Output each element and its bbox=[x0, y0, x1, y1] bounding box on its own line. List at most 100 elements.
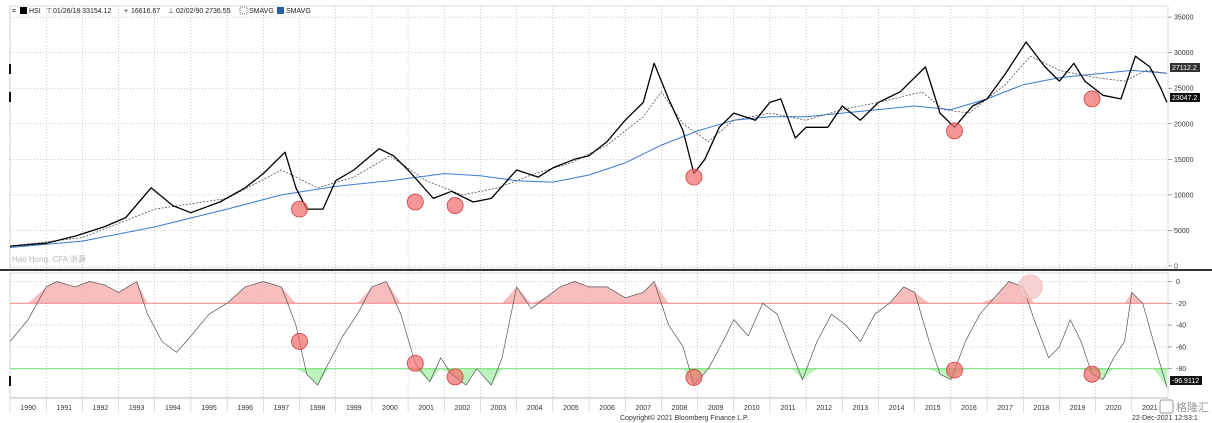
series-ma-short-line bbox=[10, 55, 1167, 247]
series-price-line bbox=[10, 41, 1168, 247]
x-tick-label: 2005 bbox=[563, 405, 579, 412]
x-tick-label: 1992 bbox=[93, 405, 109, 412]
price-panel bbox=[9, 5, 1169, 269]
last-value-box-oscillator: -96.9112 bbox=[1170, 376, 1202, 385]
x-tick-label: 2018 bbox=[1034, 405, 1050, 412]
oscillator-lines bbox=[10, 281, 1168, 388]
highlight-circle bbox=[685, 168, 703, 186]
low-icon: ⊥ bbox=[168, 8, 174, 15]
y-tick-label: 25000 bbox=[1174, 86, 1194, 93]
x-axis: 1990 1991 1992 1993 1994 1995 1996 1997 1998 1999… bbox=[9, 398, 1158, 412]
legend-symbol: HSI bbox=[29, 8, 41, 15]
left-marker-1 bbox=[9, 64, 11, 74]
x-tick-label: 1995 bbox=[201, 405, 217, 412]
y-tick-label: 20000 bbox=[1174, 121, 1194, 128]
copyright: Copyright© 2021 Bloomberg Finance L.P. bbox=[620, 414, 749, 422]
legend-icon-1: ⌗ bbox=[12, 8, 16, 15]
y-tick-label: -40 bbox=[1176, 323, 1186, 330]
last-value-ma: 27112.2 bbox=[1172, 65, 1197, 72]
x-tick-label: 2014 bbox=[889, 405, 905, 412]
y-tick-label: -20 bbox=[1176, 301, 1186, 308]
x-tick-label: 2009 bbox=[708, 405, 724, 412]
last-value-price: 23047.2 bbox=[1172, 95, 1197, 102]
y-tick-label: 30000 bbox=[1174, 50, 1194, 57]
legend-ma1: SMAVG bbox=[249, 8, 274, 15]
oscillator-highlight-circle bbox=[946, 361, 963, 379]
x-tick-label: 2021 bbox=[1142, 405, 1158, 412]
x-tick-label: 2017 bbox=[997, 405, 1013, 412]
high-icon: ⊤ bbox=[46, 8, 52, 15]
legend-ma2: SMAVG bbox=[286, 8, 311, 15]
legend-avg: 16616.67 bbox=[131, 8, 160, 15]
last-value-box-ma: 27112.2 bbox=[1170, 63, 1200, 72]
y-tick-label: 15000 bbox=[1174, 157, 1194, 164]
left-marker-3 bbox=[9, 376, 11, 386]
oscillator-highlight-circle bbox=[685, 369, 703, 386]
highlight-circle bbox=[1083, 90, 1101, 108]
x-tick-label: 1996 bbox=[237, 405, 253, 412]
date-stamp: 22-Dec-2021 12:53:1 bbox=[1132, 415, 1198, 422]
legend-high: 01/26/18 33154.12 bbox=[53, 8, 111, 15]
y-tick-label: 35000 bbox=[1174, 15, 1194, 22]
last-value-box-price: 23047.2 bbox=[1170, 93, 1200, 102]
price-lines bbox=[10, 41, 1168, 248]
x-tick-label: 2002 bbox=[455, 405, 471, 412]
x-tick-label: 2015 bbox=[925, 405, 941, 412]
x-tick-label: 2019 bbox=[1070, 405, 1086, 412]
x-tick-label: 1994 bbox=[165, 405, 181, 412]
x-tick-label: 1991 bbox=[56, 405, 72, 412]
price-y-axis: 35000 30000 25000 20000 15000 10000 5000 0 bbox=[1168, 15, 1194, 271]
x-tick-label: 2010 bbox=[744, 405, 760, 412]
x-tick-label: 2020 bbox=[1106, 405, 1122, 412]
x-tick-label: 2003 bbox=[491, 405, 507, 412]
x-tick-label: 2004 bbox=[527, 405, 543, 412]
avg-icon: + bbox=[124, 8, 128, 15]
legend: ⌗ HSI ⊤ 01/26/18 33154.12 + 16616.67 ⊥ 0… bbox=[12, 6, 311, 15]
y-tick-label: 5000 bbox=[1174, 228, 1190, 235]
series-oscillator-line bbox=[10, 281, 1168, 388]
brand-logo-text: 格隆汇 bbox=[1176, 400, 1209, 414]
x-tick-label: 1993 bbox=[129, 405, 145, 412]
brand-logo: 格隆汇 bbox=[1159, 399, 1209, 414]
price-highlights bbox=[291, 90, 1101, 218]
price-grid bbox=[9, 6, 1168, 268]
x-tick-label: 2001 bbox=[418, 405, 434, 412]
watermark: Hao Hong, CFA 洪灝 bbox=[12, 254, 86, 264]
x-tick-label: 1990 bbox=[20, 405, 36, 412]
x-tick-label: 2016 bbox=[961, 405, 977, 412]
oscillator-highlight-circle bbox=[1083, 365, 1101, 383]
overbought-fill bbox=[10, 281, 1167, 304]
x-tick-label: 1998 bbox=[310, 405, 326, 412]
x-tick-label: 2006 bbox=[599, 405, 615, 412]
last-value-oscillator: -96.9112 bbox=[1172, 378, 1199, 385]
legend-swatch-ma1 bbox=[239, 6, 248, 15]
y-tick-label: -80 bbox=[1176, 366, 1186, 373]
oscillator-highlights bbox=[291, 274, 1101, 386]
y-tick-label: 0 bbox=[1176, 279, 1180, 286]
x-tick-label: 1999 bbox=[346, 405, 362, 412]
y-tick-label: 0 bbox=[1174, 264, 1178, 271]
highlight-circle bbox=[291, 200, 308, 218]
y-tick-label: 10000 bbox=[1174, 192, 1194, 199]
legend-swatch-price bbox=[20, 7, 27, 14]
x-tick-label: 2011 bbox=[781, 405, 796, 412]
highlight-circle bbox=[406, 193, 424, 211]
highlight-circle bbox=[946, 122, 963, 140]
oscillator-highlight-circle bbox=[406, 354, 424, 372]
left-marker-2 bbox=[9, 92, 11, 102]
oscillator-highlight-circle bbox=[446, 368, 464, 386]
x-tick-label: 2000 bbox=[382, 405, 398, 412]
oscillator-y-axis: 0 -20 -40 -60 -80 bbox=[1168, 279, 1186, 373]
legend-low: 02/02/90 2736.55 bbox=[176, 8, 231, 15]
oscillator-bands bbox=[10, 281, 1168, 388]
x-tick-label: 1997 bbox=[274, 405, 290, 412]
x-axis-bar bbox=[0, 398, 1212, 414]
x-tick-label: 2007 bbox=[635, 405, 651, 412]
oscillator-highlight-circle bbox=[291, 333, 308, 350]
x-tick-label: 2013 bbox=[853, 405, 869, 412]
x-tick-label: 2012 bbox=[816, 405, 832, 412]
x-tick-label: 2008 bbox=[672, 405, 688, 412]
oscillator-peak-highlight bbox=[1018, 274, 1043, 300]
legend-swatch-ma2 bbox=[277, 7, 284, 14]
